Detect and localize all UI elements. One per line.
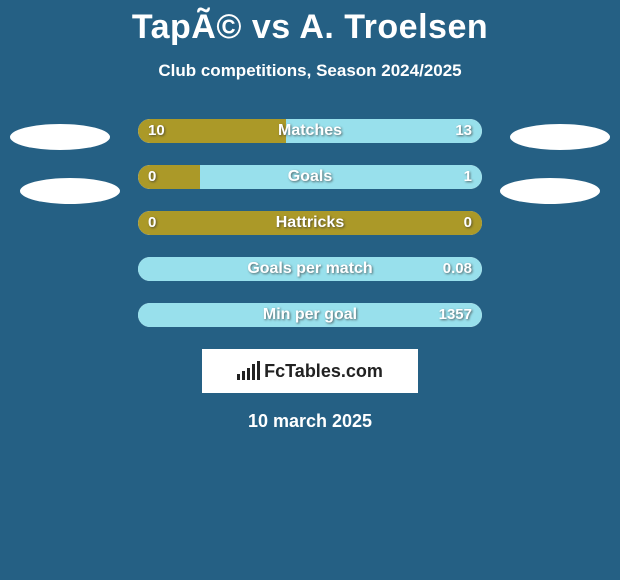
logo-bars-icon [237,362,260,380]
bar-left-fill [138,119,286,143]
bar-row: 1013Matches [138,119,482,143]
bar-right-fill [138,303,482,327]
bar-right-fill [286,119,482,143]
page-title: TapÃ© vs A. Troelsen [0,0,620,47]
bar-left-fill [138,211,482,235]
date: 10 march 2025 [0,411,620,432]
bar-left-fill [138,165,200,189]
logo: FcTables.com [237,361,383,382]
bar-row: 0.08Goals per match [138,257,482,281]
logo-box: FcTables.com [202,349,418,393]
subtitle: Club competitions, Season 2024/2025 [0,61,620,81]
bar-right-fill [200,165,482,189]
bar-row: 01Goals [138,165,482,189]
bar-row: 1357Min per goal [138,303,482,327]
bar-right-fill [138,257,482,281]
bar-row: 00Hattricks [138,211,482,235]
comparison-chart: 1013Matches 01Goals 00Hattricks 0.08Goals p… [0,119,620,327]
logo-text: FcTables.com [264,361,383,382]
